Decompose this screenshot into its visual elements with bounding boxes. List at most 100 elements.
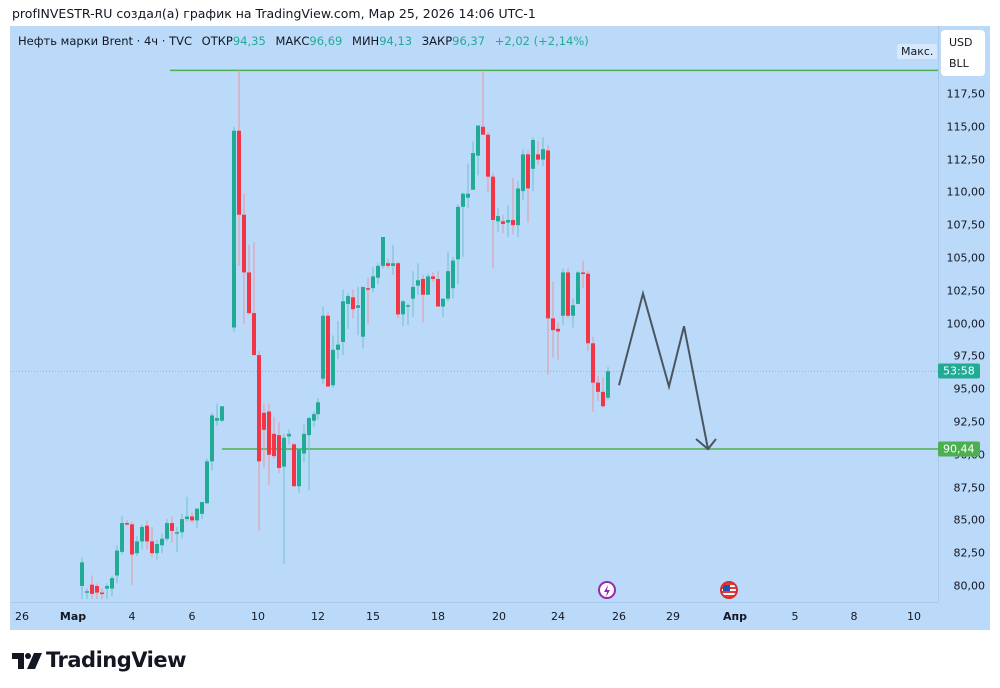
price-tick: 100,00 bbox=[946, 317, 986, 331]
candle-body bbox=[341, 301, 345, 342]
open-label: ОТКР bbox=[201, 34, 233, 48]
candle-body bbox=[115, 550, 119, 576]
price-tick: 115,00 bbox=[946, 120, 986, 134]
candle-body bbox=[346, 296, 350, 304]
projection-arrowhead-icon bbox=[695, 438, 717, 451]
candle-body bbox=[351, 297, 355, 310]
candle-body bbox=[571, 305, 575, 316]
time-tick: 4 bbox=[128, 610, 136, 623]
time-tick: 10 bbox=[251, 610, 265, 623]
low-label: МИН bbox=[352, 34, 380, 48]
candle-body bbox=[441, 298, 445, 307]
candle-body bbox=[466, 193, 470, 198]
candle-body bbox=[130, 524, 134, 555]
price-tick: 110,00 bbox=[946, 185, 986, 199]
max-level-label: Макс. bbox=[897, 44, 938, 59]
time-tick: 20 bbox=[492, 610, 506, 623]
candle-body bbox=[80, 562, 84, 586]
countdown-badge: 53:58 bbox=[938, 363, 980, 379]
tradingview-logo[interactable]: TradingView bbox=[12, 648, 186, 672]
candle-body bbox=[215, 418, 219, 421]
time-tick: 6 bbox=[188, 610, 196, 623]
candle-body bbox=[331, 349, 335, 386]
candle-body bbox=[511, 219, 515, 226]
candle-body bbox=[396, 263, 400, 315]
candle-body bbox=[536, 154, 540, 160]
candle-body bbox=[601, 391, 605, 407]
candle-body bbox=[416, 280, 420, 286]
time-tick: 5 bbox=[791, 610, 799, 623]
candle-body bbox=[195, 508, 199, 521]
open-value: 94,35 bbox=[232, 34, 266, 48]
candle-body bbox=[297, 449, 301, 487]
candle-body bbox=[591, 343, 595, 383]
candle-body bbox=[140, 526, 144, 542]
candle-body bbox=[145, 525, 149, 542]
candle-body bbox=[541, 149, 545, 160]
us-flag-event-icon[interactable] bbox=[720, 581, 738, 599]
price-axis[interactable]: 117,50 115,00 112,50 110,00 107,50 105,00 102,… bbox=[938, 26, 991, 602]
candle-body bbox=[170, 523, 174, 531]
close-value: 96,37 bbox=[452, 34, 486, 48]
time-tick: Мар bbox=[59, 610, 87, 623]
candle-body bbox=[461, 193, 465, 207]
time-tick: Апр bbox=[723, 610, 747, 623]
time-axis[interactable]: 26 Мар 4 6 10 12 15 18 20 24 26 29 Апр 5 8 10 bbox=[10, 602, 938, 631]
candle-body bbox=[361, 286, 365, 337]
candle-body bbox=[312, 414, 316, 421]
candle-body bbox=[95, 586, 99, 593]
candle-body bbox=[90, 584, 94, 594]
candle-body bbox=[242, 214, 246, 273]
close-label: ЗАКР bbox=[421, 34, 453, 48]
candle-body bbox=[155, 544, 159, 554]
chart-plot-area[interactable] bbox=[10, 26, 938, 602]
candle-body bbox=[120, 523, 124, 552]
candle-body bbox=[307, 418, 311, 436]
candle-body bbox=[200, 502, 204, 514]
currency-unit-selector[interactable]: USD BLL bbox=[941, 30, 985, 76]
candle-body bbox=[586, 273, 590, 344]
candle-body bbox=[576, 272, 580, 304]
tradingview-logo-icon bbox=[12, 653, 42, 669]
candle-body bbox=[431, 276, 435, 279]
candle-body bbox=[282, 437, 286, 467]
candle-body bbox=[316, 402, 320, 415]
candle-body bbox=[506, 219, 510, 223]
candle-body bbox=[436, 278, 440, 307]
high-value: 96,69 bbox=[309, 34, 343, 48]
candle-body bbox=[496, 216, 500, 222]
candle-body bbox=[481, 126, 485, 135]
candle-body bbox=[150, 541, 154, 554]
symbol-legend: Нефть марки Brent · 4ч · TVC ОТКР94,35 М… bbox=[18, 34, 589, 48]
candle-body bbox=[501, 221, 505, 224]
candle-body bbox=[100, 592, 104, 595]
candle-body bbox=[516, 188, 520, 226]
candle-body bbox=[451, 260, 455, 289]
price-tick: 92,50 bbox=[953, 415, 986, 429]
candle-body bbox=[267, 411, 271, 455]
candle-body bbox=[175, 532, 179, 534]
candle-body bbox=[165, 523, 169, 539]
candle-body bbox=[105, 586, 109, 589]
candle-body bbox=[257, 355, 261, 462]
candle-body bbox=[321, 315, 325, 379]
price-tick: 87,50 bbox=[953, 481, 986, 495]
candle-body bbox=[85, 591, 89, 593]
time-tick: 26 bbox=[612, 610, 626, 623]
candle-body bbox=[205, 461, 209, 504]
candle-body bbox=[556, 328, 560, 332]
lightning-event-icon[interactable] bbox=[598, 581, 616, 599]
candle-body bbox=[262, 412, 266, 430]
candle-body bbox=[336, 344, 340, 350]
price-tick: 105,00 bbox=[946, 251, 986, 265]
candle-body bbox=[476, 125, 480, 156]
candle-body bbox=[491, 176, 495, 220]
price-tick: 117,50 bbox=[946, 87, 986, 101]
candle-body bbox=[160, 538, 164, 546]
level-price-badge: 90,44 bbox=[938, 441, 980, 457]
candle-body bbox=[546, 150, 550, 319]
candle-body bbox=[446, 271, 450, 299]
low-value: 94,13 bbox=[379, 34, 413, 48]
candle-body bbox=[356, 305, 360, 308]
candle-body bbox=[391, 263, 395, 266]
